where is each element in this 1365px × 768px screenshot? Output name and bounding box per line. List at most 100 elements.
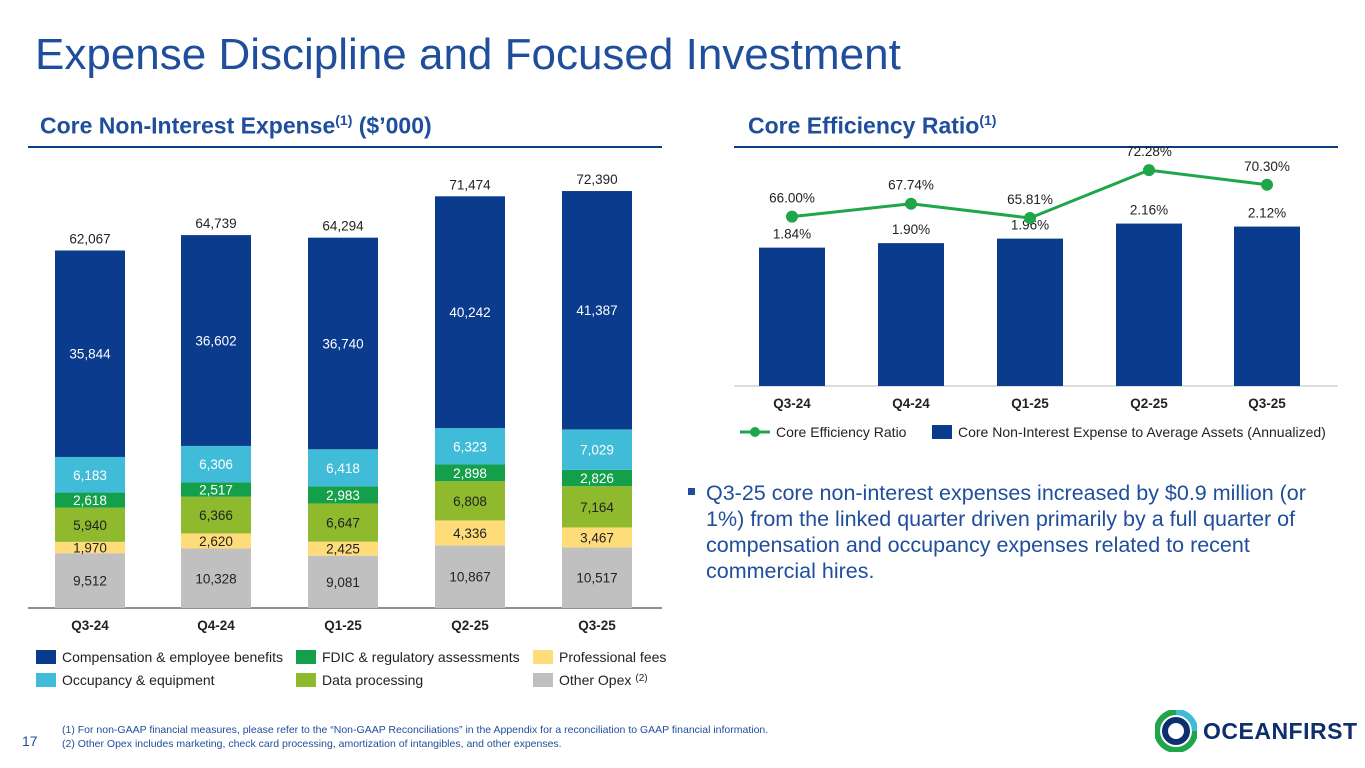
ratio-x-tick-label-Q4-24: Q4-24 [892,396,930,411]
legend-label-compensation: Compensation & employee benefits [62,649,284,665]
legend-label-other-sup: (2) [635,672,648,684]
ratio-x-tick-label-Q1-25: Q1-25 [1011,396,1049,411]
bar-label-compensation-Q3-25: 41,387 [576,303,617,318]
ratio-x-tick-label-Q2-25: Q2-25 [1130,396,1168,411]
ratio-chart-title: Core Efficiency Ratio(1) [748,112,996,140]
bar-label-other-Q1-25: 9,081 [326,575,360,590]
bar-total-label-Q1-25: 64,294 [322,219,364,234]
ratio-chart-title-sup: (1) [979,112,997,128]
stacked-chart-title-sup: (1) [335,112,353,128]
x-tick-label-Q3-24: Q3-24 [71,618,109,633]
bar-total-label-Q2-25: 71,474 [449,177,491,192]
page-title: Expense Discipline and Focused Investmen… [35,30,901,79]
legend-swatch-professional [533,650,553,664]
bar-total-label-Q3-24: 62,067 [69,231,110,246]
legend-label-data-processing: Data processing [322,672,424,688]
bar-label-professional-Q3-25: 3,467 [580,530,614,545]
bar-label-compensation-Q1-25: 36,740 [322,336,363,351]
ratio-bar-label-Q3-25: 2.12% [1248,206,1286,221]
bar-label-other-Q4-24: 10,328 [195,571,236,586]
efficiency-ratio-point-Q2-25 [1143,164,1155,177]
bar-other-Q3-25 [562,547,632,608]
bar-other-Q2-25 [435,545,505,608]
bar-label-fdic-Q4-24: 2,517 [199,483,233,498]
x-tick-label-Q3-25: Q3-25 [578,618,616,633]
bar-fdic-Q2-25 [435,464,505,482]
bar-fdic-Q3-25 [562,469,632,487]
ratio-bar-Q1-25 [997,238,1063,386]
ratio-x-tick-label-Q3-25: Q3-25 [1248,396,1286,411]
bar-data_processing-Q3-25 [562,486,632,528]
bar-label-other-Q3-24: 9,512 [73,574,107,589]
legend-label-efficiency-ratio: Core Efficiency Ratio [776,424,907,440]
bar-fdic-Q1-25 [308,486,378,504]
footnote-1: (1) For non-GAAP financial measures, ple… [62,724,769,736]
bar-compensation-Q1-25 [308,237,378,450]
bar-label-compensation-Q2-25: 40,242 [449,305,490,320]
footnote-2: (2) Other Opex includes marketing, check… [62,738,562,750]
legend-label-occupancy: Occupancy & equipment [62,672,215,688]
legend-other: Other Opex (2) [533,672,648,688]
ratio-bar-label-Q3-24: 1.84% [773,227,811,242]
legend-label-expense-to-assets: Core Non-Interest Expense to Average Ass… [958,424,1326,440]
bar-label-data_processing-Q3-24: 5,940 [73,518,107,533]
page-number: 17 [22,733,38,749]
efficiency-ratio-point-Q1-25 [1024,212,1036,225]
bar-other-Q1-25 [308,555,378,608]
legend-swatch-occupancy [36,673,56,687]
legend-swatch-expense-to-assets [932,425,952,439]
x-tick-label-Q4-24: Q4-24 [197,618,235,633]
oceanfirst-logo-text: OCEANFIRST [1203,717,1358,744]
legend-label-professional: Professional fees [559,649,667,665]
efficiency-ratio-label-Q3-25: 70.30% [1244,159,1290,174]
bar-total-label-Q3-25: 72,390 [576,172,617,187]
bar-label-compensation-Q4-24: 36,602 [195,334,236,349]
ratio-chart-title-text: Core Efficiency Ratio [748,112,980,139]
legend-swatch-other [533,673,553,687]
legend-expense-to-assets: Core Non-Interest Expense to Average Ass… [932,424,1326,440]
bar-label-other-Q3-25: 10,517 [576,571,617,586]
bar-label-occupancy-Q3-25: 7,029 [580,443,614,458]
ratio-bar-Q3-25 [1234,226,1300,386]
efficiency-ratio-point-Q3-24 [786,210,798,223]
bar-compensation-Q4-24 [181,235,251,446]
bar-label-professional-Q3-24: 1,970 [73,541,107,556]
bar-label-professional-Q2-25: 4,336 [453,526,487,541]
bar-label-occupancy-Q2-25: 6,323 [453,439,487,454]
bar-total-label-Q4-24: 64,739 [195,216,236,231]
efficiency-ratio-point-Q4-24 [905,197,917,210]
right-title-rule [734,146,1338,148]
legend-data-processing: Data processing [296,672,423,688]
legend-line-marker-icon [740,427,770,437]
stacked-chart-title-suffix: ($’000) [352,112,432,139]
bar-label-occupancy-Q4-24: 6,306 [199,457,233,472]
bar-label-fdic-Q1-25: 2,983 [326,488,360,503]
bar-other-Q3-24 [55,553,125,608]
ratio-bar-Q4-24 [878,243,944,386]
bar-label-fdic-Q2-25: 2,898 [453,466,487,481]
bar-label-data_processing-Q4-24: 6,366 [199,508,233,523]
bar-data_processing-Q4-24 [181,496,251,534]
efficiency-ratio-label-Q4-24: 67.74% [888,178,934,193]
legend-label-other: Other Opex [559,672,632,688]
ratio-bar-label-Q2-25: 2.16% [1130,203,1168,218]
bar-compensation-Q2-25 [435,196,505,429]
bar-occupancy-Q3-25 [562,429,632,470]
stacked-chart-title-text: Core Non-Interest Expense [40,112,336,139]
bar-occupancy-Q1-25 [308,449,378,487]
legend-professional: Professional fees [533,649,666,665]
oceanfirst-logo: OCEANFIRST [1155,710,1358,752]
bullet-square-icon [688,488,695,495]
bar-compensation-Q3-24 [55,250,125,457]
bar-professional-Q4-24 [181,533,251,549]
bar-label-fdic-Q3-25: 2,826 [580,471,614,486]
left-title-rule [28,146,662,148]
bar-occupancy-Q3-24 [55,456,125,493]
bar-fdic-Q3-24 [55,492,125,508]
legend-swatch-data-processing [296,673,316,687]
bar-occupancy-Q2-25 [435,428,505,465]
legend-occupancy: Occupancy & equipment [36,672,215,688]
ratio-x-tick-label-Q3-24: Q3-24 [773,396,811,411]
bar-data_processing-Q1-25 [308,503,378,542]
commentary-text: Q3-25 core non-interest expenses increas… [706,481,1306,583]
